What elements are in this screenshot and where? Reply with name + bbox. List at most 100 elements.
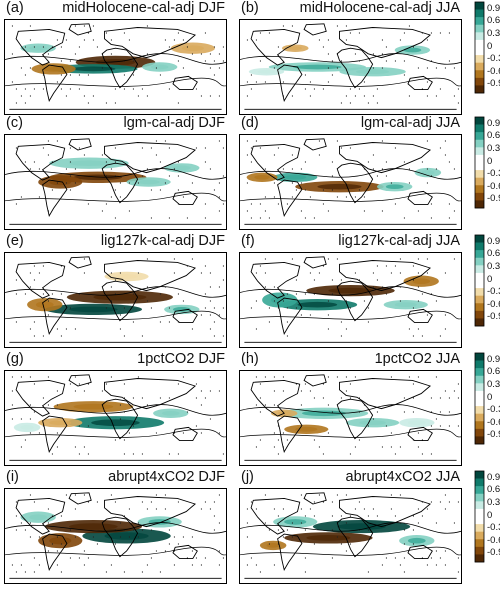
significance-dot	[56, 404, 59, 406]
significance-dot	[65, 39, 68, 41]
significance-dot	[20, 564, 23, 566]
colorbar-tick-label: -0.3	[487, 404, 500, 416]
significance-dot	[15, 279, 18, 281]
colorbar-tick-label: 0.3	[487, 27, 500, 39]
significance-dot	[273, 508, 276, 510]
significance-dot	[74, 53, 77, 55]
significance-dot	[222, 279, 225, 281]
significance-dot	[457, 501, 460, 503]
coastline	[339, 378, 432, 410]
significance-dot	[114, 161, 117, 163]
significance-dot	[385, 175, 388, 177]
significance-dot	[74, 182, 77, 184]
significance-dot	[349, 543, 352, 545]
significance-dot	[304, 383, 307, 385]
coastline	[336, 398, 374, 440]
significance-dot	[318, 446, 321, 448]
colorbar-segment	[475, 539, 484, 548]
significance-dot	[282, 390, 285, 392]
significance-dot	[277, 529, 280, 531]
significance-dot	[367, 425, 370, 427]
significance-dot	[412, 383, 415, 385]
colorbar-segment	[475, 554, 484, 563]
anomaly-core	[254, 174, 270, 180]
significance-dot	[403, 397, 406, 399]
significance-dot	[259, 60, 262, 62]
panel-j: (j) abrupt4xCO2 JJA	[239, 469, 462, 584]
significance-dot	[141, 147, 144, 149]
significance-dot	[209, 53, 212, 55]
coastline	[250, 497, 301, 535]
colorbar-segment	[475, 436, 484, 445]
significance-dot	[381, 446, 384, 448]
colorbar-tick-label: -0.6	[487, 180, 500, 192]
colorbar-segment	[475, 375, 484, 384]
significance-dot	[322, 189, 325, 191]
significance-dot	[264, 272, 267, 274]
significance-dot	[123, 335, 126, 337]
significance-dot	[222, 175, 225, 177]
coastline	[15, 379, 66, 417]
significance-dot	[255, 328, 258, 330]
panel-title: (c) lgm-cal-adj DJF	[4, 115, 227, 133]
panel-title: (i) abrupt4xCO2 DJF	[4, 469, 227, 487]
significance-dot	[381, 140, 384, 142]
significance-dot	[349, 515, 352, 517]
significance-dot	[110, 286, 113, 288]
anomaly-map	[4, 19, 227, 115]
significance-dot	[417, 376, 420, 378]
significance-dot	[204, 501, 207, 503]
significance-dot	[182, 536, 185, 538]
coastline	[303, 138, 327, 151]
coastline	[42, 533, 68, 571]
significance-dot	[29, 95, 32, 97]
colorbar-segment	[475, 398, 484, 407]
significance-dot	[123, 453, 126, 455]
significance-dot	[336, 258, 339, 260]
significance-dot	[74, 328, 77, 330]
significance-dot	[345, 550, 348, 552]
significance-dot	[38, 196, 41, 198]
significance-dot	[51, 189, 54, 191]
colorbar-segment	[475, 531, 484, 540]
significance-dot	[435, 95, 438, 97]
significance-dot	[146, 300, 149, 302]
significance-dot	[56, 446, 59, 448]
significance-dot	[29, 168, 32, 170]
significance-dot	[367, 515, 370, 517]
significance-dot	[119, 196, 122, 198]
significance-dot	[273, 286, 276, 288]
coastline	[15, 261, 66, 299]
colorbar-segment	[475, 242, 484, 251]
significance-dot	[250, 147, 253, 149]
significance-dot	[128, 536, 131, 538]
significance-dot	[20, 418, 23, 420]
significance-dot	[322, 88, 325, 90]
anomaly-map	[4, 488, 227, 584]
significance-dot	[51, 543, 54, 545]
anomaly-core	[337, 523, 386, 530]
anomaly-core	[69, 160, 109, 167]
significance-dot	[47, 550, 50, 552]
significance-dot	[33, 161, 36, 163]
anomaly-core	[306, 535, 351, 541]
significance-dot	[304, 571, 307, 573]
significance-dot	[385, 161, 388, 163]
colorbar: 0.90.60.30-0.3-0.6-0.9	[474, 1, 500, 98]
significance-dot	[426, 168, 429, 170]
significance-dot	[119, 404, 122, 406]
significance-dot	[96, 501, 99, 503]
significance-dot	[177, 293, 180, 295]
contour-line	[240, 192, 461, 202]
significance-dot	[435, 300, 438, 302]
contour-line	[5, 286, 226, 298]
significance-dot	[403, 74, 406, 76]
significance-dot	[421, 515, 424, 517]
significance-dot	[399, 446, 402, 448]
colorbar-segment	[475, 9, 484, 18]
significance-dot	[408, 328, 411, 330]
significance-dot	[83, 258, 86, 260]
significance-dot	[399, 494, 402, 496]
significance-dot	[304, 529, 307, 531]
significance-dot	[313, 501, 316, 503]
